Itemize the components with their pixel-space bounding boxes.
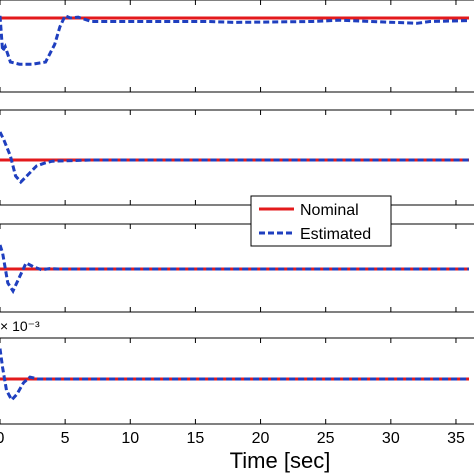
subplot-3	[0, 223, 474, 313]
legend-box	[250, 195, 392, 247]
legend-label-estimated: Estimated	[300, 226, 371, 243]
subplot-1	[0, 0, 474, 93]
x-tick-label-2: 10	[121, 430, 139, 447]
subplot-4-exponent-label: × 10⁻³	[0, 318, 40, 334]
x-tick-label-4: 20	[252, 430, 270, 447]
subplot-3-series-estimated	[0, 244, 469, 295]
subplot-4	[0, 337, 474, 425]
x-tick-label-7: 35	[447, 430, 465, 447]
legend-label-nominal: Nominal	[300, 202, 359, 219]
subplot-4-series-estimated	[0, 348, 469, 403]
subplot-3-frame	[0, 223, 474, 313]
subplot-4-frame	[0, 337, 474, 425]
subplot-1-series-estimated	[0, 13, 470, 66]
subplot-2-frame	[0, 109, 474, 206]
x-tick-label-5: 25	[317, 430, 335, 447]
legend: Nominal Estimated	[250, 195, 392, 247]
subplot-1-frame	[0, 0, 474, 93]
x-tick-label-0: 0	[0, 430, 5, 447]
subplot-2-series-estimated	[0, 131, 469, 185]
x-tick-label-1: 5	[61, 430, 70, 447]
x-tick-label-3: 15	[187, 430, 205, 447]
x-axis-label: Time [sec]	[230, 448, 331, 473]
subplot-panels	[0, 0, 474, 425]
subplot-2	[0, 109, 474, 206]
x-tick-label-6: 30	[382, 430, 400, 447]
x-axis-ticks: 0 5 10 15 20 25 30 35	[0, 430, 465, 447]
